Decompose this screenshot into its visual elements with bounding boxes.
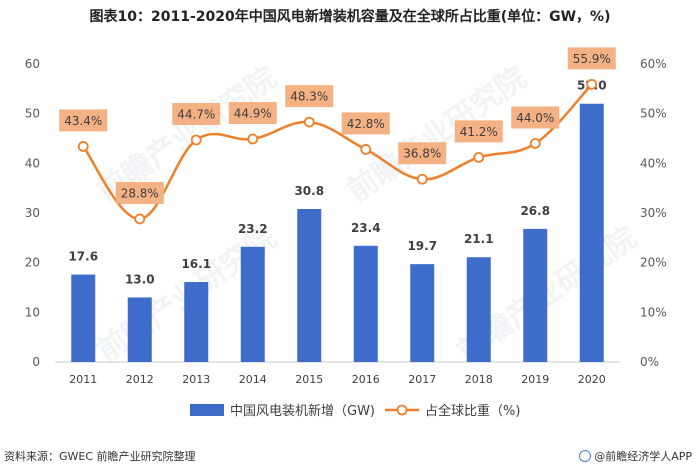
share-point xyxy=(586,78,598,90)
y-left-tick-label: 60 xyxy=(25,57,40,71)
share-point xyxy=(77,141,89,152)
share-point xyxy=(247,133,259,145)
bar-value-label: 17.6 xyxy=(68,250,98,264)
share-value-label: 28.8% xyxy=(121,186,159,200)
share-value-label: 41.2% xyxy=(460,125,498,139)
bar-value-label: 30.8 xyxy=(294,184,324,198)
x-tick-label: 2019 xyxy=(521,373,549,386)
share-value-label: 55.9% xyxy=(573,52,611,66)
share-label-box xyxy=(567,47,616,70)
brand-text: @前瞻经济学人APP xyxy=(594,450,692,463)
y-right-tick-label: 20% xyxy=(640,256,667,270)
y-right-tick-label: 50% xyxy=(640,107,667,121)
share-label-box xyxy=(454,120,503,143)
share-line xyxy=(82,83,593,221)
bar xyxy=(353,245,378,362)
y-left-tick-label: 0 xyxy=(32,355,40,369)
share-value-label: 42.8% xyxy=(347,117,385,131)
share-label-box xyxy=(59,109,108,132)
share-label-box xyxy=(398,142,447,165)
y-left-tick-label: 50 xyxy=(25,107,40,121)
bar-value-label: 13.0 xyxy=(125,272,155,286)
share-label-box xyxy=(285,85,334,108)
brand-logo-icon xyxy=(579,450,592,462)
y-left-tick-label: 20 xyxy=(25,256,40,270)
x-tick-label: 2017 xyxy=(408,373,436,386)
bar xyxy=(184,282,209,362)
brand-credit: @前瞻经济学人APP xyxy=(579,448,692,464)
x-tick-label: 2012 xyxy=(126,373,154,386)
legend-bar-label: 中国风电装机新增（GW) xyxy=(230,403,375,419)
share-point xyxy=(303,116,315,128)
bar xyxy=(127,297,152,362)
y-right-tick-label: 10% xyxy=(640,305,667,319)
y-right-tick-label: 60% xyxy=(640,57,667,71)
source-note: 资料来源：GWEC 前瞻产业研究院整理 xyxy=(4,450,196,463)
share-value-label: 48.3% xyxy=(290,90,328,104)
legend-line-label: 占全球比重（%) xyxy=(425,403,520,419)
bar xyxy=(523,228,548,362)
share-label-box xyxy=(228,101,277,124)
share-value-label: 36.8% xyxy=(403,147,441,161)
share-point xyxy=(134,213,146,225)
bar xyxy=(240,246,265,362)
y-right-tick-label: 0% xyxy=(640,355,659,369)
y-left-tick-label: 40 xyxy=(25,156,40,170)
legend-bar-swatch xyxy=(190,404,224,416)
bar-value-label: 19.7 xyxy=(407,239,437,253)
legend-line-marker xyxy=(396,404,408,416)
share-value-label: 44.0% xyxy=(516,111,554,125)
share-point xyxy=(360,144,372,155)
share-value-label: 44.9% xyxy=(234,106,272,120)
bar-value-label: 23.2 xyxy=(238,222,268,236)
y-right-tick-label: 30% xyxy=(640,206,667,220)
x-tick-label: 2011 xyxy=(69,373,97,386)
share-label-box xyxy=(511,106,560,129)
share-label-box xyxy=(341,112,390,135)
share-value-label: 44.7% xyxy=(177,107,215,121)
share-label-box xyxy=(115,181,164,204)
x-tick-label: 2020 xyxy=(578,373,606,386)
bar-value-label: 26.8 xyxy=(520,204,550,218)
bar-value-label: 21.1 xyxy=(464,232,494,246)
share-point xyxy=(473,151,485,163)
bar xyxy=(410,264,435,362)
share-point xyxy=(529,138,541,149)
bar xyxy=(579,103,604,362)
y-right-tick-label: 40% xyxy=(640,156,667,170)
share-value-label: 43.4% xyxy=(64,114,102,128)
bar-value-label: 23.4 xyxy=(351,221,381,235)
x-tick-label: 2014 xyxy=(239,373,267,386)
x-tick-label: 2016 xyxy=(352,373,380,386)
x-tick-label: 2013 xyxy=(182,373,210,386)
bar xyxy=(71,274,96,362)
x-tick-label: 2015 xyxy=(295,373,323,386)
bar xyxy=(297,209,322,362)
y-left-tick-label: 10 xyxy=(25,305,40,319)
share-label-box xyxy=(172,102,221,125)
bar-value-label: 16.1 xyxy=(181,257,211,271)
share-point xyxy=(416,173,428,185)
y-left-tick-label: 30 xyxy=(25,206,40,220)
bar xyxy=(466,257,491,362)
chart-title: 图表10：2011-2020年中国风电新增装机容量及在全球所占比重(单位：GW，… xyxy=(89,9,611,25)
x-tick-label: 2018 xyxy=(465,373,493,386)
share-point xyxy=(190,134,202,146)
